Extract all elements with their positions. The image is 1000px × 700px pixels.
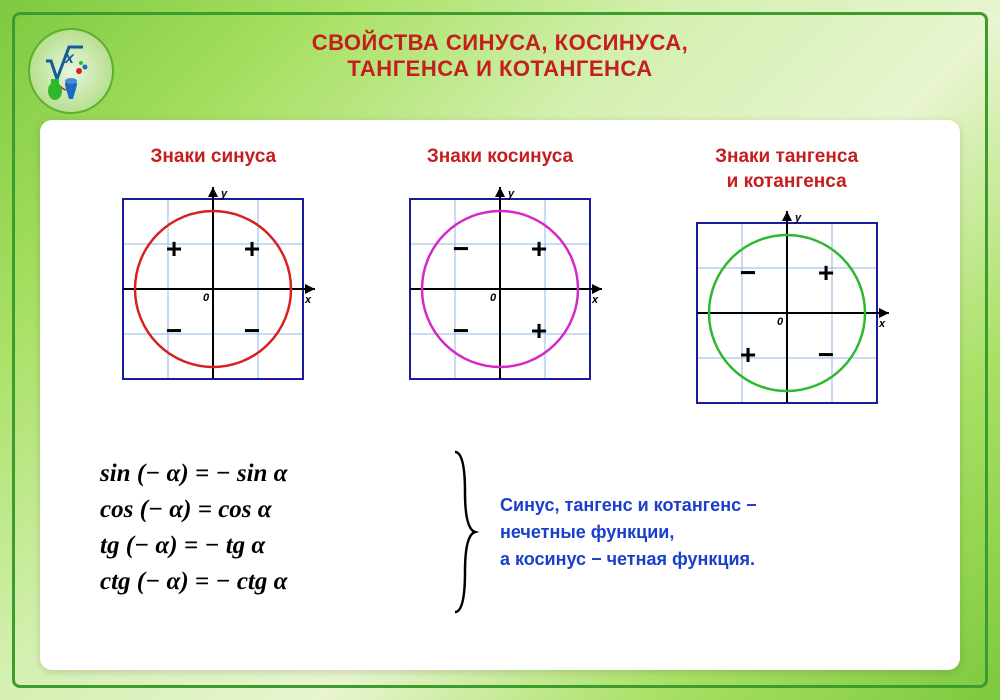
svg-text:x: x bbox=[304, 294, 312, 306]
svg-text:−: − bbox=[244, 315, 260, 346]
chart-svg-wrap-1: − + − + y x 0 bbox=[370, 185, 630, 393]
svg-text:−: − bbox=[166, 315, 182, 346]
svg-text:y: y bbox=[507, 188, 515, 200]
svg-text:+: + bbox=[244, 233, 260, 264]
chart-svg-wrap-2: − + + − y x 0 bbox=[657, 209, 917, 417]
svg-text:+: + bbox=[531, 315, 547, 346]
svg-text:0: 0 bbox=[490, 292, 497, 304]
svg-text:x: x bbox=[64, 50, 75, 67]
page-title: СВОЙСТВА СИНУСА, КОСИНУСА, ТАНГЕНСА И КО… bbox=[312, 30, 689, 82]
note-line-1: Синус, тангенс и котангенс − bbox=[500, 492, 880, 519]
chart-svg-wrap-0: + + − − y x 0 bbox=[83, 185, 343, 393]
unit-circle-chart: − + − + y x 0 bbox=[396, 185, 604, 393]
formula-2: tg (− α) = − tg α bbox=[100, 532, 430, 560]
unit-circle-chart: + + − − y x 0 bbox=[109, 185, 317, 393]
svg-text:y: y bbox=[220, 188, 228, 200]
chart-block-1: Знаки косинуса − + − + y x 0 bbox=[370, 145, 630, 393]
chart-label-2: Знаки тангенсаи котангенса bbox=[657, 145, 917, 194]
chart-label-1: Знаки косинуса bbox=[370, 145, 630, 170]
formula-3: ctg (− α) = − ctg α bbox=[100, 568, 430, 596]
note-line-3: а косинус − четная функция. bbox=[500, 546, 880, 573]
svg-text:x: x bbox=[878, 318, 886, 330]
brace bbox=[450, 447, 480, 617]
svg-text:−: − bbox=[739, 257, 755, 288]
chart-block-2: Знаки тангенсаи котангенса − + + − y x 0 bbox=[657, 145, 917, 417]
svg-text:0: 0 bbox=[777, 316, 784, 328]
title-line-1: СВОЙСТВА СИНУСА, КОСИНУСА, bbox=[312, 30, 689, 56]
title-line-2: ТАНГЕНСА И КОТАНГЕНСА bbox=[312, 56, 689, 82]
svg-text:−: − bbox=[453, 233, 469, 264]
formula-1: cos (− α) = cos α bbox=[100, 496, 430, 524]
note-line-2: нечетные функции, bbox=[500, 519, 880, 546]
parity-note: Синус, тангенс и котангенс − нечетные фу… bbox=[500, 492, 880, 573]
unit-circle-chart: − + + − y x 0 bbox=[683, 209, 891, 417]
formulas-block: sin (− α) = − sin α cos (− α) = cos α tg (… bbox=[70, 460, 430, 604]
bottom-row: sin (− α) = − sin α cos (− α) = cos α tg (… bbox=[70, 447, 930, 617]
formula-0: sin (− α) = − sin α bbox=[100, 460, 430, 488]
math-logo-icon: x bbox=[28, 28, 114, 114]
chart-label-0: Знаки синуса bbox=[83, 145, 343, 170]
svg-text:+: + bbox=[817, 257, 833, 288]
charts-row: Знаки синуса + + − − y x 0 Знаки косинуса − + − + y x 0… bbox=[70, 145, 930, 417]
svg-text:+: + bbox=[531, 233, 547, 264]
svg-text:−: − bbox=[817, 339, 833, 370]
svg-text:x: x bbox=[591, 294, 599, 306]
svg-text:y: y bbox=[794, 212, 802, 224]
svg-text:+: + bbox=[166, 233, 182, 264]
svg-text:+: + bbox=[739, 339, 755, 370]
chart-block-0: Знаки синуса + + − − y x 0 bbox=[83, 145, 343, 393]
svg-text:0: 0 bbox=[203, 292, 210, 304]
svg-text:−: − bbox=[453, 315, 469, 346]
content-panel: Знаки синуса + + − − y x 0 Знаки косинуса − + − + y x 0… bbox=[40, 120, 960, 670]
